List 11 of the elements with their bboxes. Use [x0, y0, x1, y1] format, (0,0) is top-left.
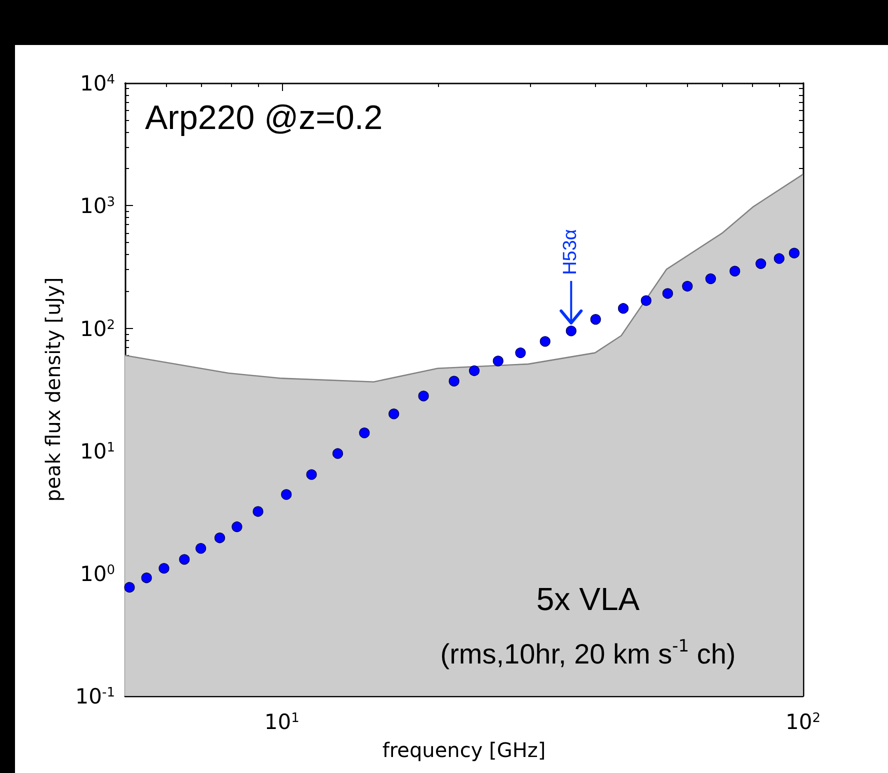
y-tick-label: 10$^{2}$	[80, 316, 115, 341]
x-axis-title: frequency [GHz]	[382, 738, 546, 762]
annotation: H53α	[560, 229, 582, 275]
annotation: Arp220 @z=0.2	[145, 99, 383, 137]
y-tick-label: 10$^{4}$	[80, 72, 115, 96]
y-tick-label: 10$^{3}$	[80, 194, 115, 218]
y-tick-label: 10$^{1}$	[80, 439, 115, 464]
y-tick-label: 10$^{0}$	[80, 562, 115, 586]
y-axis-title: peak flux density [uJy]	[41, 277, 65, 502]
y-tick-label: 10$^{-1}$	[75, 684, 115, 709]
annotation: 5x VLA	[536, 581, 640, 617]
